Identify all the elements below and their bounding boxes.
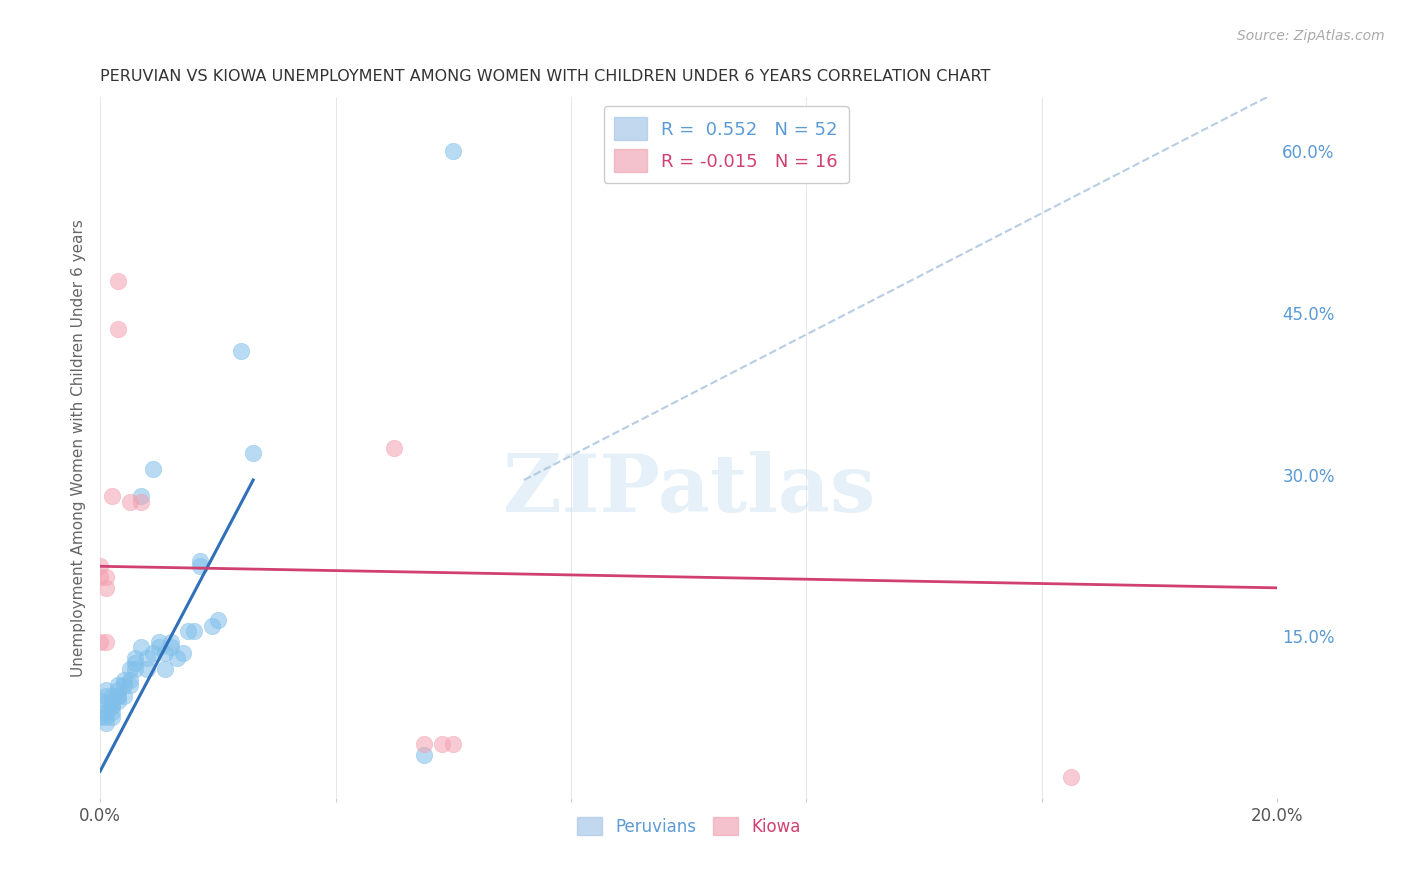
- Point: [94, 689, 117, 703]
- Point: [242, 446, 264, 460]
- Point: [107, 689, 129, 703]
- Point: [148, 640, 170, 655]
- Point: [94, 634, 117, 648]
- Point: [153, 646, 176, 660]
- Text: ZIPatlas: ZIPatlas: [502, 450, 875, 529]
- Point: [201, 618, 224, 632]
- Point: [118, 678, 141, 692]
- Point: [107, 689, 129, 703]
- Point: [188, 559, 211, 574]
- Point: [136, 651, 159, 665]
- Point: [112, 689, 135, 703]
- Text: Source: ZipAtlas.com: Source: ZipAtlas.com: [1237, 29, 1385, 43]
- Point: [101, 699, 124, 714]
- Point: [101, 489, 124, 503]
- Point: [441, 737, 464, 751]
- Point: [412, 747, 434, 762]
- Point: [183, 624, 205, 638]
- Point: [188, 554, 211, 568]
- Point: [166, 651, 188, 665]
- Point: [1060, 770, 1083, 784]
- Point: [118, 673, 141, 687]
- Point: [101, 699, 124, 714]
- Point: [124, 662, 146, 676]
- Point: [142, 646, 165, 660]
- Point: [153, 662, 176, 676]
- Point: [101, 694, 124, 708]
- Point: [131, 489, 153, 503]
- Point: [231, 343, 253, 358]
- Point: [131, 494, 153, 508]
- Point: [107, 678, 129, 692]
- Point: [430, 737, 453, 751]
- Point: [94, 705, 117, 719]
- Point: [118, 662, 141, 676]
- Point: [101, 689, 124, 703]
- Legend: Peruvians, Kiowa: Peruvians, Kiowa: [571, 810, 807, 842]
- Point: [112, 678, 135, 692]
- Point: [94, 570, 117, 584]
- Point: [441, 144, 464, 158]
- Point: [142, 462, 165, 476]
- Point: [107, 273, 129, 287]
- Point: [89, 694, 111, 708]
- Point: [177, 624, 200, 638]
- Point: [124, 651, 146, 665]
- Point: [89, 699, 111, 714]
- Point: [101, 705, 124, 719]
- Point: [89, 634, 111, 648]
- Point: [89, 570, 111, 584]
- Point: [412, 737, 434, 751]
- Point: [384, 441, 406, 455]
- Point: [101, 710, 124, 724]
- Point: [148, 634, 170, 648]
- Point: [207, 613, 229, 627]
- Point: [94, 715, 117, 730]
- Point: [112, 673, 135, 687]
- Y-axis label: Unemployment Among Women with Children Under 6 years: Unemployment Among Women with Children U…: [72, 219, 86, 677]
- Point: [107, 322, 129, 336]
- Point: [159, 640, 181, 655]
- Point: [94, 683, 117, 698]
- Point: [107, 683, 129, 698]
- Point: [136, 662, 159, 676]
- Point: [124, 657, 146, 671]
- Point: [107, 694, 129, 708]
- Point: [159, 634, 181, 648]
- Point: [172, 646, 194, 660]
- Text: PERUVIAN VS KIOWA UNEMPLOYMENT AMONG WOMEN WITH CHILDREN UNDER 6 YEARS CORRELATI: PERUVIAN VS KIOWA UNEMPLOYMENT AMONG WOM…: [100, 69, 990, 84]
- Point: [94, 581, 117, 595]
- Point: [89, 559, 111, 574]
- Point: [131, 640, 153, 655]
- Point: [118, 494, 141, 508]
- Point: [89, 710, 111, 724]
- Point: [94, 710, 117, 724]
